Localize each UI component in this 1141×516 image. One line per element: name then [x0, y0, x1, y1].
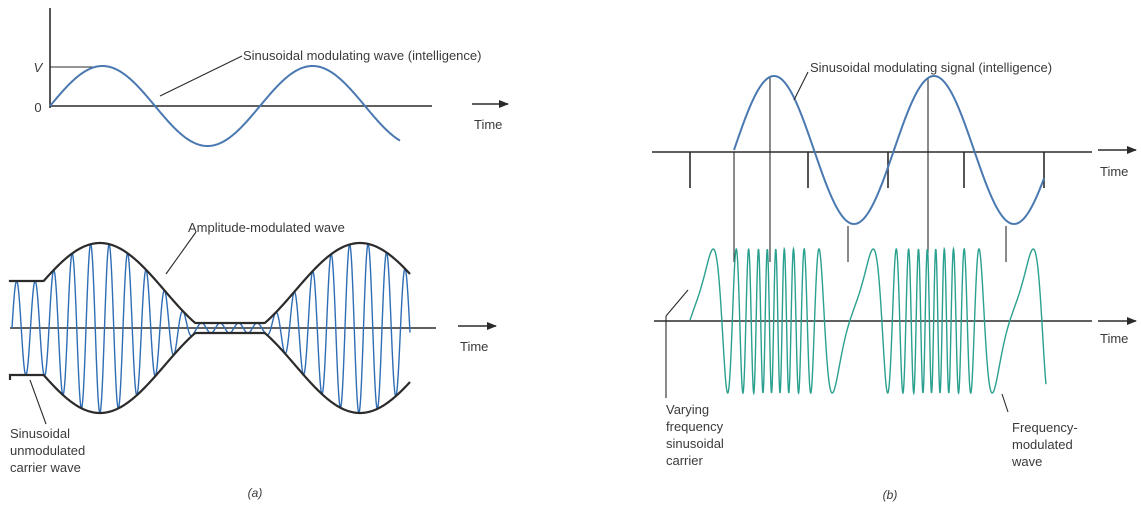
caption-b: (b)	[883, 488, 898, 502]
am-envelope-top	[8, 241, 411, 325]
time-label-b-bottom: Time	[1100, 331, 1128, 346]
fm-leader-line	[1001, 393, 1009, 413]
varying-frequency-label: Varying frequency sinusoidal carrier	[666, 402, 727, 468]
carrier-wave-label: Sinusoidal unmodulated carrier wave	[10, 426, 89, 475]
b-modulating-leader-line	[793, 71, 809, 101]
b-drop-lines	[733, 78, 1007, 262]
b-modulating-signal-label: Sinusoidal modulating signal (intelligen…	[810, 60, 1052, 75]
am-wave-label: Amplitude-modulated wave	[188, 220, 345, 235]
b-modulating-sine-wave	[733, 74, 1045, 226]
am-envelope-bottom	[8, 331, 411, 415]
b-tick-marks	[689, 152, 1045, 188]
modulating-sine-wave	[49, 65, 401, 147]
zero-label: 0	[34, 100, 41, 115]
fm-wave-label: Frequency- modulated wave	[1011, 420, 1081, 469]
panel-b: Time Sinusoidal modulating signal (intel…	[652, 60, 1137, 502]
caption-a: (a)	[248, 486, 263, 500]
am-leader-line	[165, 231, 197, 275]
modulating-leader-line	[159, 55, 243, 97]
fm-wave	[689, 246, 1047, 396]
varying-carrier-leader-tip	[665, 289, 689, 317]
time-label-b-top: Time	[1100, 164, 1128, 179]
time-label-a-bottom: Time	[460, 339, 488, 354]
v-label: V	[34, 60, 44, 75]
modulating-wave-label: Sinusoidal modulating wave (intelligence…	[243, 48, 481, 63]
time-label-a-top: Time	[474, 117, 502, 132]
panel-a: V 0 Time Sinusoidal modulating wave (int…	[8, 8, 509, 500]
carrier-leader-line	[29, 379, 47, 425]
